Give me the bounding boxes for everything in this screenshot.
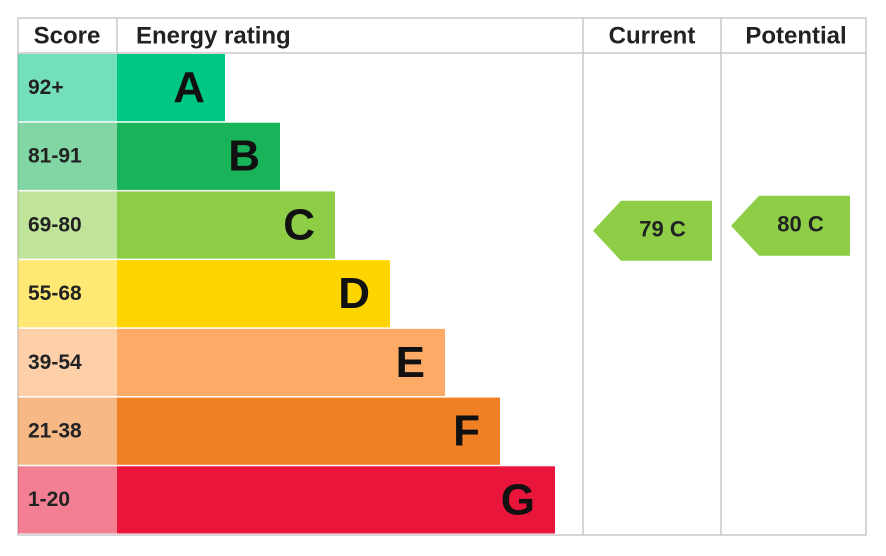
band-bar — [117, 122, 280, 190]
score-cell — [18, 122, 117, 190]
score-label: 39-54 — [28, 351, 82, 374]
rating-arrow — [731, 195, 850, 256]
score-label: 92+ — [28, 76, 64, 99]
score-cell — [18, 397, 117, 465]
band-letter: G — [501, 475, 535, 524]
score-label: 1-20 — [28, 488, 70, 511]
header-score: Score — [34, 22, 101, 49]
band-letter: B — [228, 132, 260, 181]
score-label: 69-80 — [28, 213, 82, 236]
band-letter: C — [283, 200, 315, 249]
score-label: 55-68 — [28, 282, 82, 305]
header-rating: Energy rating — [136, 22, 291, 49]
band-bar — [117, 54, 225, 122]
score-cell — [18, 328, 117, 397]
band-bar — [117, 260, 390, 328]
score-label: 21-38 — [28, 419, 82, 442]
rating-arrow — [593, 200, 712, 261]
band-letter: D — [338, 269, 370, 318]
band-letter: F — [453, 407, 480, 456]
rating-label: 80 C — [777, 212, 824, 237]
band-bar — [117, 466, 555, 534]
score-cell — [18, 191, 117, 259]
rating-label: 79 C — [639, 217, 686, 242]
band-letter: A — [173, 63, 205, 112]
score-label: 81-91 — [28, 145, 82, 168]
band-bar — [117, 328, 445, 397]
score-cell — [18, 466, 117, 534]
header-current: Current — [609, 22, 696, 49]
band-letter: E — [396, 338, 425, 387]
header-potential: Potential — [745, 22, 846, 49]
band-bar — [117, 191, 335, 259]
score-cell — [18, 260, 117, 328]
band-bar — [117, 397, 500, 465]
score-cell — [18, 54, 117, 122]
